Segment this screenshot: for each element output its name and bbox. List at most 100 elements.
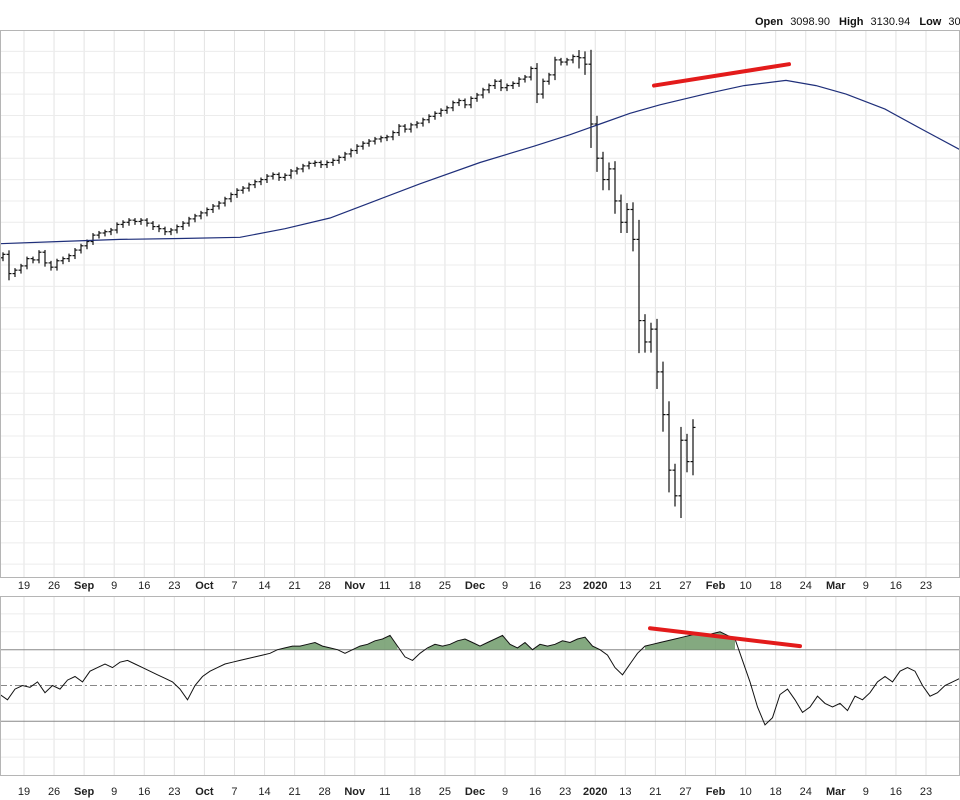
price-bar bbox=[312, 160, 318, 167]
price-bar bbox=[348, 148, 354, 158]
price-bar bbox=[300, 163, 306, 173]
price-bar bbox=[666, 401, 672, 493]
x-axis-top-label: 11 bbox=[379, 580, 390, 592]
price-bar bbox=[450, 100, 456, 112]
price-bar bbox=[102, 229, 108, 237]
price-bar bbox=[72, 248, 78, 260]
price-bar bbox=[174, 224, 180, 234]
price-bar bbox=[252, 179, 258, 189]
price-bar bbox=[546, 72, 552, 85]
price-bar bbox=[390, 130, 396, 141]
x-axis-top-label: Dec bbox=[465, 580, 485, 592]
price-bar bbox=[414, 121, 420, 129]
price-bar bbox=[516, 77, 522, 87]
price-bar bbox=[522, 74, 528, 83]
price-bar bbox=[96, 230, 102, 239]
x-axis-bottom-label: 18 bbox=[409, 786, 421, 798]
price-bar bbox=[402, 124, 408, 133]
x-axis-bottom-label: 13 bbox=[619, 786, 631, 798]
x-axis-top-label: Feb bbox=[706, 580, 726, 592]
price-bar bbox=[294, 166, 300, 175]
x-axis-bottom-label: 27 bbox=[679, 786, 691, 798]
price-bar bbox=[612, 161, 618, 214]
price-bar bbox=[684, 433, 690, 473]
x-axis-bottom-label: 24 bbox=[800, 786, 812, 798]
price-bar bbox=[630, 202, 636, 252]
price-bar bbox=[642, 314, 648, 353]
price-bar bbox=[354, 144, 360, 154]
price-bar bbox=[378, 135, 384, 143]
price-bar bbox=[6, 250, 12, 281]
x-axis-bottom-label: 16 bbox=[890, 786, 902, 798]
x-axis-top-label: 28 bbox=[319, 580, 331, 592]
price-bar bbox=[462, 98, 468, 109]
price-bar bbox=[156, 224, 162, 233]
price-bar bbox=[228, 192, 234, 203]
ohlc-low-value: 3098.9 bbox=[948, 16, 960, 28]
x-axis-bottom-label: 7 bbox=[231, 786, 237, 798]
x-axis-top-label: 14 bbox=[258, 580, 270, 592]
price-bar bbox=[582, 51, 588, 75]
price-bar bbox=[366, 139, 372, 147]
x-axis-top-label: Oct bbox=[195, 580, 214, 592]
x-axis-top-label: 24 bbox=[800, 580, 812, 592]
price-bar bbox=[306, 161, 312, 170]
price-bar bbox=[486, 83, 492, 94]
price-bar bbox=[648, 322, 654, 353]
price-bar bbox=[624, 203, 630, 233]
x-axis-top-label: 13 bbox=[619, 580, 631, 592]
price-bar bbox=[114, 222, 120, 234]
price-trendline bbox=[652, 62, 791, 88]
x-axis-bottom-label: 16 bbox=[529, 786, 541, 798]
x-axis-bottom-label: Oct bbox=[195, 786, 214, 798]
ohlc-high-key: High bbox=[839, 16, 864, 28]
price-bar bbox=[588, 49, 594, 148]
price-bar bbox=[600, 151, 606, 191]
price-bar bbox=[498, 79, 504, 92]
x-axis-bottom-label: 10 bbox=[739, 786, 751, 798]
x-axis-bottom-label: 26 bbox=[48, 786, 60, 798]
x-axis-bottom-label: 23 bbox=[168, 786, 180, 798]
price-bar bbox=[198, 210, 204, 220]
price-bar bbox=[222, 196, 228, 207]
price-bar bbox=[126, 218, 132, 226]
price-bar bbox=[168, 227, 174, 236]
x-axis-bottom-label: 19 bbox=[18, 786, 30, 798]
x-axis-bottom-label: Dec bbox=[465, 786, 485, 798]
price-bar bbox=[534, 63, 540, 104]
x-axis-top: 19 26 Sep 9 16 23 Oct 7 14 21 28 Nov 11 18 25 Dec 9 16 23 2… bbox=[18, 580, 932, 592]
x-axis-bottom-label: 21 bbox=[288, 786, 300, 798]
price-bar bbox=[618, 194, 624, 233]
x-axis-bottom-label: Mar bbox=[826, 786, 846, 798]
price-bar bbox=[492, 79, 498, 89]
x-axis-top-label: 21 bbox=[649, 580, 661, 592]
price-bar bbox=[132, 218, 138, 225]
price-bar bbox=[150, 221, 156, 230]
x-axis-top-label: Mar bbox=[826, 580, 846, 592]
price-bar bbox=[564, 57, 570, 66]
x-axis-bottom-label: 28 bbox=[319, 786, 331, 798]
price-bar bbox=[66, 253, 72, 263]
price-bar bbox=[276, 172, 282, 181]
x-axis-bottom-label: 9 bbox=[863, 786, 869, 798]
price-bar bbox=[570, 54, 576, 64]
price-bar bbox=[408, 122, 414, 133]
x-axis-top-label: 18 bbox=[409, 580, 421, 592]
price-bar bbox=[342, 151, 348, 161]
price-bar bbox=[636, 219, 642, 354]
price-bar bbox=[360, 141, 366, 150]
price-bar bbox=[90, 233, 96, 245]
x-axis-bottom-label: 9 bbox=[502, 786, 508, 798]
price-bar bbox=[18, 263, 24, 274]
price-bar bbox=[432, 111, 438, 120]
x-axis-bottom-label: 23 bbox=[920, 786, 932, 798]
price-bar bbox=[552, 56, 558, 81]
x-axis-top-label: Sep bbox=[74, 580, 94, 592]
x-axis-bottom-label: 18 bbox=[770, 786, 782, 798]
x-axis-bottom-label: Nov bbox=[344, 786, 366, 798]
x-axis-bottom: 19 26 Sep 9 16 23 Oct 7 14 21 28 Nov 11 18 25 Dec 9 16 23 2… bbox=[18, 786, 932, 798]
x-axis-bottom-label: 14 bbox=[258, 786, 270, 798]
x-axis-bottom-label: 21 bbox=[649, 786, 661, 798]
